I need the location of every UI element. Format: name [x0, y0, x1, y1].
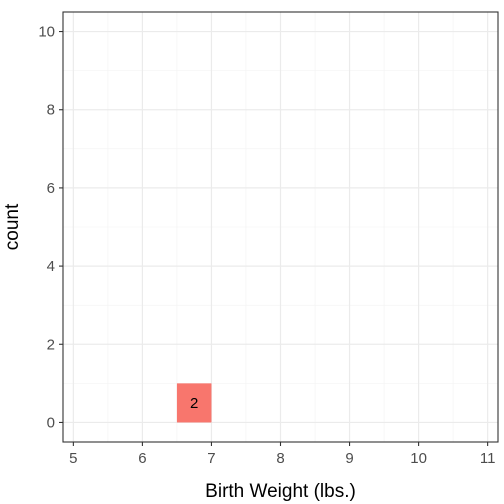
- x-tick-label: 10: [410, 450, 427, 467]
- x-tick-label: 11: [480, 450, 496, 467]
- x-tick-label: 5: [69, 450, 77, 467]
- x-tick-label: 7: [207, 450, 215, 467]
- x-axis-title: Birth Weight (lbs.): [205, 481, 356, 502]
- x-tick-label: 8: [276, 450, 284, 467]
- y-tick-label: 8: [47, 102, 55, 119]
- y-tick-label: 2: [47, 336, 55, 353]
- major-grid: [63, 12, 498, 442]
- bar: [176, 383, 212, 423]
- x-tick-label: 9: [345, 450, 353, 467]
- y-tick-label: 10: [38, 24, 55, 41]
- y-axis: 0 2 4 6 8 10: [38, 24, 63, 431]
- bars: 2: [176, 383, 212, 423]
- x-axis: 5 6 7 8 9 10 11: [69, 442, 495, 467]
- y-tick-label: 6: [47, 180, 55, 197]
- y-tick-label: 4: [47, 258, 55, 275]
- y-tick-label: 0: [47, 414, 55, 431]
- y-axis-title: count: [2, 203, 23, 250]
- bar-data-label: 2: [190, 395, 198, 412]
- x-tick-label: 6: [138, 450, 146, 467]
